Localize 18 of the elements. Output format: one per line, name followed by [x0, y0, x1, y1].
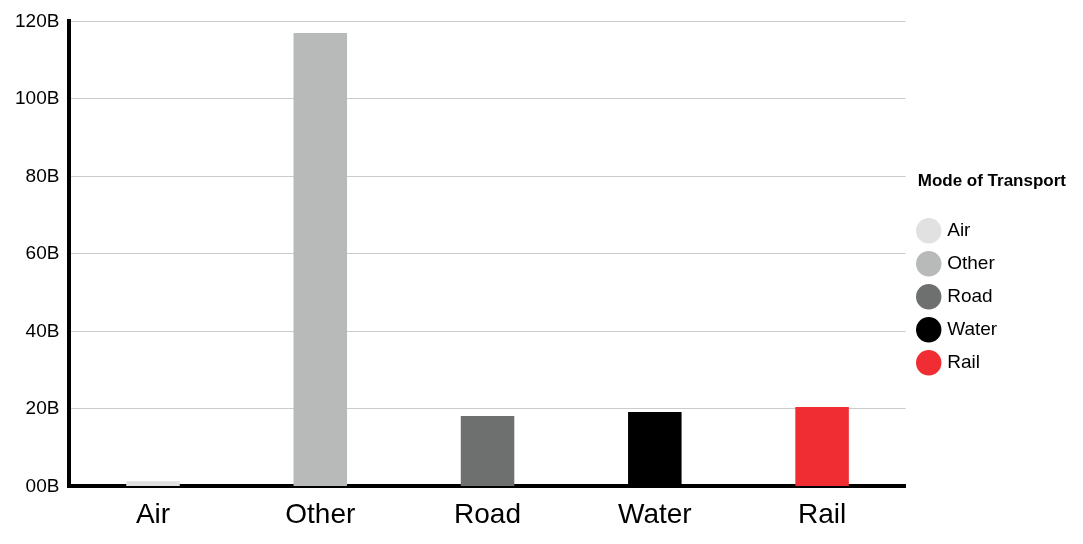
y-tick-label: 100B — [15, 87, 60, 109]
y-tick-label: 80B — [25, 164, 60, 186]
y-tick-label: 40B — [25, 319, 60, 341]
y-tick-label: 00B — [25, 474, 60, 496]
y-tick-label: 120B — [15, 9, 60, 31]
legend-label: Air — [947, 218, 972, 240]
legend-label: Other — [947, 251, 996, 273]
y-tick-label: 60B — [25, 242, 60, 264]
legend-label: Road — [947, 284, 993, 306]
y-tick-label: 20B — [25, 397, 60, 419]
x-tick-label: Other — [285, 497, 356, 529]
legend-label: Rail — [947, 350, 980, 372]
x-tick-label: Rail — [797, 497, 847, 529]
x-tick-label: Air — [135, 497, 171, 529]
legend-title: Mode of Transport — [917, 170, 1067, 190]
x-tick-label: Water — [618, 497, 692, 529]
x-tick-label: Road — [454, 497, 522, 529]
legend-label: Water — [947, 317, 998, 339]
